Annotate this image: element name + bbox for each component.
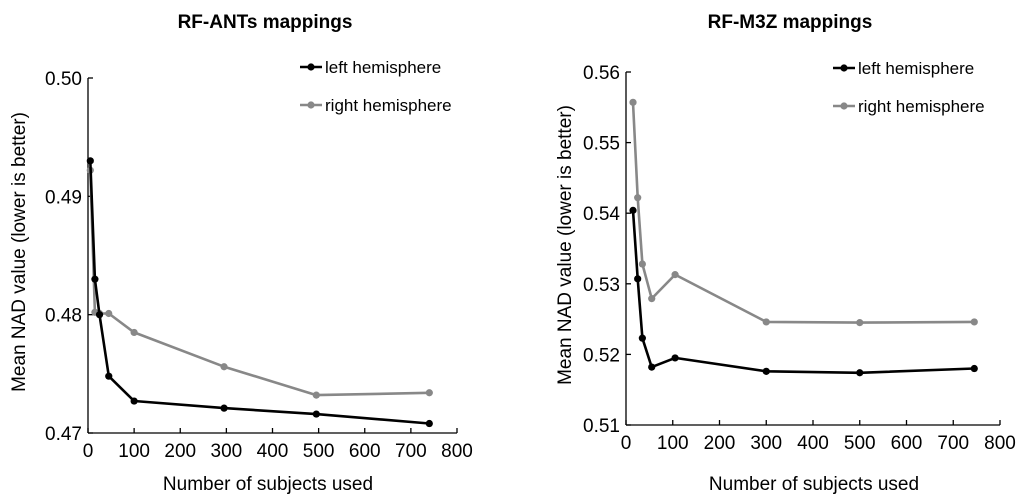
y-axis-label: Mean NAD value (lower is better) bbox=[9, 112, 30, 392]
legend-label: right hemisphere bbox=[858, 97, 985, 116]
y-tick-label: 0.54 bbox=[583, 204, 620, 225]
legend-label: right hemisphere bbox=[325, 96, 452, 115]
data-point-left-hemisphere bbox=[970, 364, 978, 373]
x-axis-label: Number of subjects used bbox=[709, 474, 919, 495]
data-point-left-hemisphere bbox=[220, 404, 228, 412]
legend-marker bbox=[307, 63, 315, 71]
y-tick-label: 0.48 bbox=[45, 306, 82, 327]
data-point-left-hemisphere bbox=[629, 206, 637, 214]
data-point-right-hemisphere bbox=[856, 319, 864, 327]
y-tick-label: 0.49 bbox=[45, 187, 82, 208]
series-line-right-hemisphere bbox=[89, 170, 430, 397]
data-point-right-hemisphere bbox=[425, 389, 433, 397]
x-tick-label: 600 bbox=[891, 433, 923, 454]
y-tick-label: 0.51 bbox=[583, 416, 620, 437]
x-tick-label: 200 bbox=[704, 433, 736, 454]
x-tick-label: 800 bbox=[441, 441, 473, 462]
y-tick-label: 0.47 bbox=[45, 424, 82, 445]
data-point-left-hemisphere bbox=[130, 397, 138, 405]
x-tick-label: 300 bbox=[211, 441, 243, 462]
x-tick-label: 100 bbox=[118, 441, 150, 462]
y-tick-label: 0.56 bbox=[583, 63, 620, 84]
series-line-left-hemisphere bbox=[89, 160, 430, 425]
chart-title: RF-ANTs mappings bbox=[178, 12, 353, 33]
x-tick-label: 400 bbox=[797, 433, 829, 454]
x-tick-label: 500 bbox=[844, 433, 876, 454]
x-tick-label: 200 bbox=[164, 441, 196, 462]
x-tick-label: 700 bbox=[395, 441, 427, 462]
legend-label: left hemisphere bbox=[325, 58, 441, 77]
legend-marker bbox=[307, 101, 315, 109]
data-point-right-hemisphere bbox=[970, 318, 978, 326]
series-line-left-hemisphere bbox=[631, 210, 975, 375]
x-tick-label: 600 bbox=[349, 441, 381, 462]
legend-marker bbox=[840, 64, 848, 72]
data-point-left-hemisphere bbox=[105, 372, 113, 380]
legend-marker bbox=[840, 102, 848, 110]
data-point-right-hemisphere bbox=[312, 391, 320, 399]
data-point-left-hemisphere bbox=[91, 275, 99, 283]
chart-panel-rf-m3z: RF-M3Z mappings Number of subjects used … bbox=[555, 12, 1016, 495]
data-point-right-hemisphere bbox=[629, 98, 637, 106]
data-point-right-hemisphere bbox=[671, 271, 679, 279]
x-tick-label: 0 bbox=[621, 433, 632, 454]
data-point-left-hemisphere bbox=[762, 367, 770, 375]
data-point-left-hemisphere bbox=[425, 419, 433, 428]
data-point-right-hemisphere bbox=[762, 318, 770, 326]
y-tick-label: 0.52 bbox=[583, 345, 620, 366]
legend-label: left hemisphere bbox=[858, 59, 974, 78]
data-point-left-hemisphere bbox=[648, 363, 656, 371]
x-tick-label: 700 bbox=[937, 433, 969, 454]
data-point-right-hemisphere bbox=[634, 194, 642, 202]
x-tick-label: 800 bbox=[984, 433, 1016, 454]
data-point-left-hemisphere bbox=[634, 275, 642, 283]
data-point-right-hemisphere bbox=[130, 328, 138, 337]
x-tick-label: 0 bbox=[83, 441, 94, 462]
x-tick-label: 100 bbox=[657, 433, 689, 454]
data-point-left-hemisphere bbox=[86, 157, 94, 165]
data-point-left-hemisphere bbox=[95, 311, 104, 319]
data-point-right-hemisphere bbox=[648, 295, 656, 303]
data-point-left-hemisphere bbox=[312, 410, 320, 418]
data-point-left-hemisphere bbox=[671, 354, 679, 362]
y-tick-label: 0.53 bbox=[583, 275, 620, 296]
x-tick-label: 300 bbox=[750, 433, 782, 454]
chart-panel-rf-ants: RF-ANTs mappings Number of subjects used… bbox=[9, 12, 473, 495]
chart-title: RF-M3Z mappings bbox=[708, 12, 873, 33]
x-tick-label: 500 bbox=[303, 441, 335, 462]
x-tick-label: 400 bbox=[257, 441, 289, 462]
data-point-right-hemisphere bbox=[638, 260, 646, 268]
series-line-right-hemisphere bbox=[631, 102, 975, 324]
y-tick-label: 0.50 bbox=[45, 69, 82, 90]
data-point-left-hemisphere bbox=[856, 369, 864, 377]
data-point-right-hemisphere bbox=[220, 363, 228, 371]
x-axis-label: Number of subjects used bbox=[163, 474, 373, 495]
data-point-right-hemisphere bbox=[105, 309, 113, 318]
data-point-left-hemisphere bbox=[638, 334, 646, 342]
y-axis-label: Mean NAD value (lower is better) bbox=[555, 105, 576, 385]
y-tick-label: 0.55 bbox=[583, 134, 620, 155]
